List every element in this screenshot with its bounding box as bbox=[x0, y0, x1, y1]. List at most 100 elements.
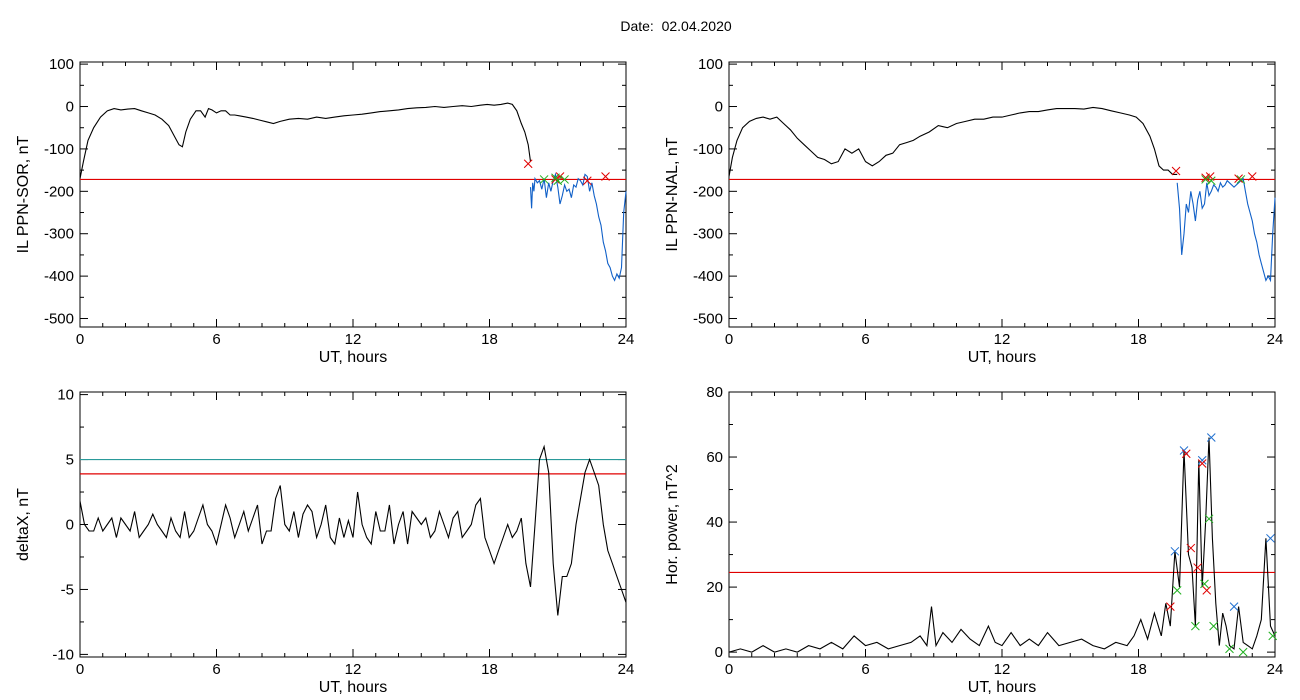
marker-stroke bbox=[1191, 621, 1200, 631]
marker-stroke bbox=[1179, 446, 1189, 455]
x-tick-label: 6 bbox=[212, 331, 220, 348]
marker-stroke bbox=[1201, 175, 1210, 184]
marker-stroke bbox=[1205, 172, 1215, 181]
marker-stroke bbox=[1236, 175, 1246, 184]
y-tick-label: 10 bbox=[57, 387, 74, 404]
marker-2 bbox=[1238, 647, 1248, 657]
chart-hor-power: 0 6 12 18 24 80 60 40 20 0 UT, hours Hor. power, nT… bbox=[664, 384, 1283, 696]
x-tick-label: 12 bbox=[994, 661, 1011, 678]
marker-2 bbox=[1225, 644, 1234, 654]
marker-0 bbox=[1229, 602, 1239, 611]
x-tick-label: 18 bbox=[481, 661, 498, 678]
chart-ppn-sor: 0 6 12 18 24 100 0 -100 -200 -300 -400 -500 UT, hour… bbox=[15, 56, 634, 366]
marker-2 bbox=[1200, 579, 1209, 589]
marker-1 bbox=[1181, 449, 1191, 459]
y-tick-label: 0 bbox=[715, 99, 723, 116]
marker-1 bbox=[553, 176, 563, 186]
marker-stroke bbox=[1193, 563, 1203, 572]
marker-stroke bbox=[1234, 174, 1243, 183]
marker-stroke bbox=[560, 175, 569, 184]
y-tick-label: -200 bbox=[693, 183, 723, 200]
y-tick-label: -100 bbox=[44, 141, 74, 158]
y-tick-label: -300 bbox=[693, 226, 723, 243]
date-value: 02.04.2020 bbox=[661, 18, 732, 34]
marker-1 bbox=[1236, 175, 1246, 184]
marker-stroke bbox=[1225, 644, 1234, 654]
x-tick-label: 24 bbox=[1267, 331, 1284, 348]
y-tick-label: -400 bbox=[693, 268, 723, 285]
y-tick-label: -300 bbox=[44, 226, 74, 243]
marker-0 bbox=[1170, 546, 1180, 556]
y-tick-label: -400 bbox=[44, 268, 74, 285]
marker-stroke bbox=[551, 175, 560, 184]
marker-stroke bbox=[539, 175, 549, 184]
marker-stroke bbox=[1204, 514, 1214, 524]
marker-stroke bbox=[1197, 455, 1207, 465]
y-tick-label: 0 bbox=[66, 517, 74, 534]
marker-stroke bbox=[601, 172, 610, 181]
series-line-0 bbox=[79, 444, 627, 616]
y-tick-label: -500 bbox=[693, 311, 723, 328]
x-axis-title: UT, hours bbox=[319, 349, 387, 366]
marker-0 bbox=[582, 176, 592, 186]
x-tick-label: 6 bbox=[212, 661, 220, 678]
marker-stroke bbox=[1229, 602, 1239, 611]
y-axis-title: Hor. power, nT^2 bbox=[664, 464, 681, 585]
marker-stroke bbox=[1206, 176, 1216, 186]
x-tick-label: 18 bbox=[481, 331, 498, 348]
y-tick-label: 100 bbox=[698, 56, 723, 73]
marker-stroke bbox=[1165, 602, 1175, 611]
marker-stroke bbox=[1172, 585, 1182, 595]
marker-stroke bbox=[523, 159, 533, 169]
marker-0 bbox=[1197, 455, 1207, 465]
marker-0 bbox=[1266, 533, 1275, 543]
x-tick-label: 24 bbox=[1267, 661, 1284, 678]
marker-0 bbox=[1206, 433, 1216, 442]
marker-stroke bbox=[1181, 449, 1191, 459]
x-tick-label: 0 bbox=[725, 331, 733, 348]
marker-1 bbox=[1201, 175, 1210, 184]
series-line-0 bbox=[728, 106, 1178, 177]
y-tick-label: -100 bbox=[693, 141, 723, 158]
marker-0 bbox=[1247, 172, 1257, 181]
x-tick-label: 0 bbox=[76, 661, 84, 678]
marker-stroke bbox=[1197, 459, 1207, 468]
marker-stroke bbox=[1268, 631, 1278, 641]
marker-2 bbox=[1268, 631, 1278, 641]
marker-1 bbox=[1197, 459, 1207, 468]
x-tick-label: 0 bbox=[76, 331, 84, 348]
series-line-1 bbox=[1176, 177, 1276, 283]
marker-1 bbox=[560, 175, 569, 184]
marker-stroke bbox=[1206, 433, 1216, 442]
y-tick-label: 20 bbox=[706, 579, 723, 596]
y-tick-label: -10 bbox=[52, 646, 74, 663]
x-axis-title: UT, hours bbox=[968, 679, 1036, 696]
y-tick-label: -200 bbox=[44, 183, 74, 200]
marker-2 bbox=[1204, 514, 1214, 524]
chart-ppn-nal: 0 6 12 18 24 100 0 -100 -200 -300 -400 -500 UT, hour… bbox=[664, 56, 1283, 366]
x-tick-label: 6 bbox=[861, 331, 869, 348]
marker-stroke bbox=[1186, 543, 1196, 553]
y-tick-label: 0 bbox=[66, 99, 74, 116]
marker-stroke bbox=[553, 176, 563, 186]
marker-0 bbox=[1171, 166, 1181, 176]
x-tick-label: 24 bbox=[618, 331, 635, 348]
x-axis-title: UT, hours bbox=[968, 349, 1036, 366]
x-axis-title: UT, hours bbox=[319, 679, 387, 696]
date-title: Date: 02.04.2020 bbox=[0, 18, 1300, 34]
marker-stroke bbox=[1247, 172, 1257, 181]
y-tick-label: 100 bbox=[49, 56, 74, 73]
marker-stroke bbox=[1171, 166, 1181, 176]
x-tick-label: 6 bbox=[861, 661, 869, 678]
series-line-1 bbox=[529, 172, 627, 282]
y-tick-label: 40 bbox=[706, 514, 723, 531]
x-tick-label: 24 bbox=[618, 661, 635, 678]
marker-0 bbox=[601, 172, 610, 181]
x-tick-label: 0 bbox=[725, 661, 733, 678]
marker-stroke bbox=[1266, 533, 1275, 543]
series-line-0 bbox=[728, 437, 1276, 653]
marker-1 bbox=[539, 175, 549, 184]
chart-deltax: 0 6 12 18 24 10 5 0 -5 -10 UT, hours deltaX, nT bbox=[15, 387, 634, 696]
marker-2 bbox=[1172, 585, 1182, 595]
